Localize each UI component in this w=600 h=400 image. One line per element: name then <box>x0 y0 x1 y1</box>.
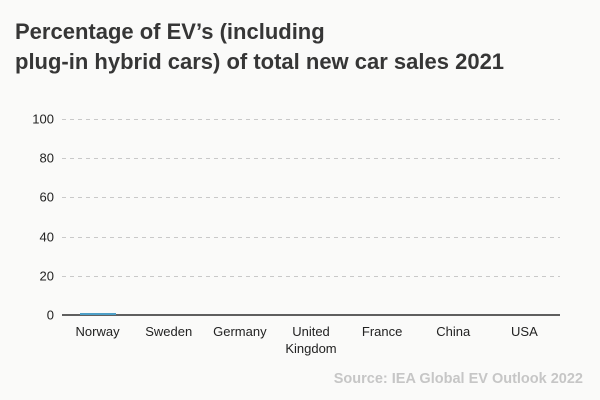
gridline-40 <box>62 236 560 238</box>
y-tick-label-100: 100 <box>32 111 54 127</box>
bar-slot-sweden <box>133 119 204 315</box>
y-tick-label-60: 60 <box>39 189 54 205</box>
x-tick-label-united-kingdom: United Kingdom <box>285 324 337 356</box>
bar-slot-usa <box>489 119 560 315</box>
source-caption: Source: IEA Global EV Outlook 2022 <box>333 371 583 387</box>
bar-slot-united-kingdom <box>275 119 346 315</box>
chart-title-line-2: plug-in hybrid cars) of total new car sa… <box>15 49 505 74</box>
x-axis-line <box>62 314 560 316</box>
y-tick-label-0: 0 <box>46 307 54 323</box>
x-axis-labels: Norway Sweden Germany United Kingdom France C… <box>62 323 560 363</box>
plot-area: 0 20 40 60 80 100 <box>32 113 560 322</box>
bar-norway <box>79 313 116 315</box>
x-tick-label-germany: Germany <box>213 324 267 339</box>
y-tick-label-80: 80 <box>39 150 54 166</box>
x-tick-label-china: China <box>436 324 471 339</box>
gridline-60 <box>62 197 560 199</box>
y-tick-label-40: 40 <box>39 229 54 245</box>
bar-slot-norway <box>62 119 133 315</box>
y-tick-label-20: 20 <box>39 268 54 284</box>
x-tick-label-france: France <box>361 324 403 339</box>
gridline-100 <box>62 119 560 120</box>
x-tick-label-usa: USA <box>511 324 538 339</box>
chart-title-line-1: Percentage of EV’s (including <box>15 19 325 44</box>
chart-title: Percentage of EV’s (including plug-in hy… <box>15 17 504 77</box>
bar-slot-france <box>347 119 418 315</box>
bar-slot-germany <box>204 119 275 315</box>
x-tick-label-norway: Norway <box>75 324 120 339</box>
x-tick-label-sweden: Sweden <box>145 324 193 339</box>
gridline-80 <box>62 158 560 160</box>
bar-slot-china <box>418 119 489 315</box>
gridline-20 <box>62 275 560 277</box>
